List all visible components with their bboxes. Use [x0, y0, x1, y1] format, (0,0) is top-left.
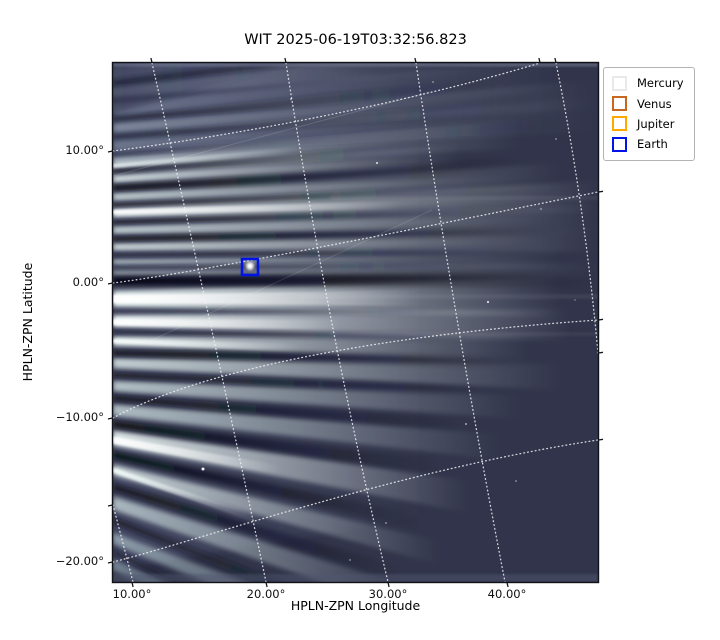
x-axis-label: HPLN-ZPN Longitude — [290, 598, 421, 613]
mercury-marker-swatch — [612, 75, 627, 91]
sky-image — [113, 63, 598, 582]
y-tick-label: −20.00° — [55, 554, 104, 568]
plot-title: WIT 2025-06-19T03:32:56.823 — [244, 32, 467, 48]
legend-label: Mercury — [637, 76, 684, 91]
y-tick-label: 10.00° — [65, 143, 104, 157]
x-tick-label: 30.00° — [368, 587, 408, 601]
y-tick-label: −10.00° — [55, 410, 104, 424]
legend: Mercury Venus Jupiter Earth — [603, 67, 695, 161]
legend-label: Jupiter — [637, 116, 675, 131]
x-tick-label: 20.00° — [246, 587, 286, 601]
coordinate-grid — [113, 63, 598, 582]
jupiter-marker-swatch — [612, 116, 627, 132]
legend-item-earth: Earth — [612, 134, 684, 154]
x-tick-label: 10.00° — [112, 587, 152, 601]
y-tick-label: 0.00° — [72, 275, 104, 289]
y-axis-label: HPLN-ZPN Latitude — [20, 262, 35, 382]
legend-label: Earth — [637, 137, 668, 152]
earth-marker — [240, 257, 260, 277]
legend-item-jupiter: Jupiter — [612, 114, 684, 134]
legend-item-mercury: Mercury — [612, 73, 684, 93]
x-tick-label: 40.00° — [487, 587, 527, 601]
legend-item-venus: Venus — [612, 93, 684, 113]
earth-marker-swatch — [612, 136, 627, 152]
venus-marker-swatch — [612, 96, 627, 112]
legend-label: Venus — [637, 96, 672, 111]
axes-spines-and-ticks — [107, 57, 604, 588]
